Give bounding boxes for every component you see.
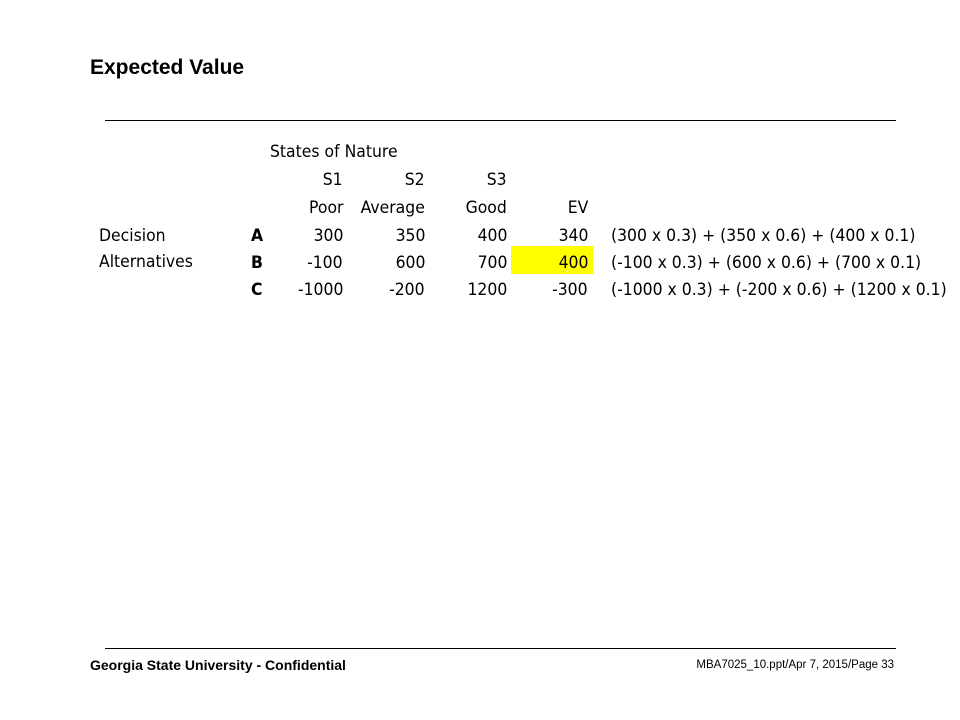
cell-b-s2: 600 bbox=[395, 253, 425, 273]
header-average: Average bbox=[360, 198, 425, 218]
cell-b-ev: 400 bbox=[558, 253, 588, 273]
title-divider bbox=[105, 120, 896, 121]
cell-c-ev: -300 bbox=[552, 280, 588, 300]
cell-b-s3: 700 bbox=[477, 253, 507, 273]
slide-title: Expected Value bbox=[90, 56, 245, 79]
alt-label-b: B bbox=[251, 253, 263, 273]
super-header: States of Nature bbox=[270, 142, 398, 162]
cell-c-s3: 1200 bbox=[467, 280, 507, 300]
cell-c-s2: -200 bbox=[389, 280, 425, 300]
header-good: Good bbox=[465, 198, 507, 218]
formula-a: (300 x 0.3) + (350 x 0.6) + (400 x 0.1) bbox=[611, 226, 916, 246]
alt-label-a: A bbox=[251, 226, 264, 246]
cell-b-s1: -100 bbox=[307, 253, 343, 273]
header-ev: EV bbox=[567, 198, 588, 218]
cell-a-s2: 350 bbox=[395, 226, 425, 246]
alt-label-c: C bbox=[251, 280, 263, 300]
row-label-decision: Decision bbox=[99, 226, 166, 246]
header-s1: S1 bbox=[323, 170, 343, 190]
cell-a-s1: 300 bbox=[313, 226, 343, 246]
formula-c: (-1000 x 0.3) + (-200 x 0.6) + (1200 x 0… bbox=[611, 280, 947, 300]
footer-divider bbox=[105, 648, 896, 649]
cell-c-s1: -1000 bbox=[297, 280, 343, 300]
header-s2: S2 bbox=[405, 170, 425, 190]
formula-b: (-100 x 0.3) + (600 x 0.6) + (700 x 0.1) bbox=[611, 253, 922, 273]
ev-highlight bbox=[511, 246, 593, 274]
footer-page-info: MBA7025_10.ppt/Apr 7, 2015/Page 33 bbox=[696, 659, 894, 671]
header-s3: S3 bbox=[487, 170, 507, 190]
cell-a-s3: 400 bbox=[477, 226, 507, 246]
footer-organization: Georgia State University - Confidential bbox=[90, 657, 346, 673]
decision-table: States of Nature S1 S2 S3 Poor Average G… bbox=[0, 0, 960, 320]
cell-a-ev: 340 bbox=[558, 226, 588, 246]
row-label-alternatives: Alternatives bbox=[99, 252, 193, 272]
header-poor: Poor bbox=[308, 198, 343, 218]
